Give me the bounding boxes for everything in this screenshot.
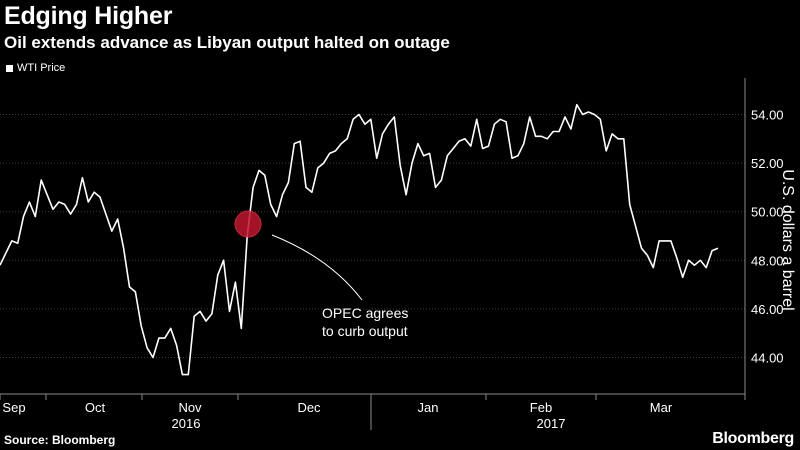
source-note: Source: Bloomberg [4, 433, 116, 447]
x-tick-label: Dec [297, 400, 321, 415]
x-tick-label: Nov [178, 400, 202, 415]
y-tick-label: 54.00 [751, 107, 784, 122]
wti-price-line [0, 103, 719, 376]
legend: WTI Price [6, 62, 65, 74]
bloomberg-logo: Bloomberg [712, 430, 794, 447]
y-tick-label: 50.00 [751, 205, 784, 220]
legend-swatch [6, 64, 13, 72]
x-tick-label: Mar [650, 400, 673, 415]
y-axis: 44.00 46.00 48.00 50.00 52.00 54.00 [751, 107, 784, 365]
annotation-line-2: to curb output [322, 323, 408, 339]
grid [0, 113, 745, 359]
y-axis-label: U.S. dollars a barrel [779, 169, 796, 311]
legend-label: WTI Price [17, 62, 66, 74]
y-tick-label: 52.00 [751, 156, 784, 171]
x-tick-label: Jan [418, 400, 439, 415]
annotation-line-1: OPEC agrees [322, 305, 408, 321]
y-tick-label: 44.00 [751, 351, 784, 366]
year-label: 2017 [537, 416, 566, 431]
chart-subtitle: Oil extends advance as Libyan output hal… [4, 33, 450, 52]
x-tick-label: Oct [85, 400, 106, 415]
annotation-connector [271, 234, 363, 301]
x-axis: Sep Oct Nov Dec Jan Feb Mar 2016 2017 [0, 394, 746, 431]
x-tick-label: Sep [2, 400, 25, 415]
year-label: 2016 [172, 416, 201, 431]
chart-title: Edging Higher [4, 2, 173, 30]
x-tick-label: Feb [530, 400, 552, 415]
opec-highlight-circle [234, 210, 262, 238]
y-tick-label: 46.00 [751, 302, 784, 317]
y-tick-label: 48.00 [751, 253, 784, 268]
